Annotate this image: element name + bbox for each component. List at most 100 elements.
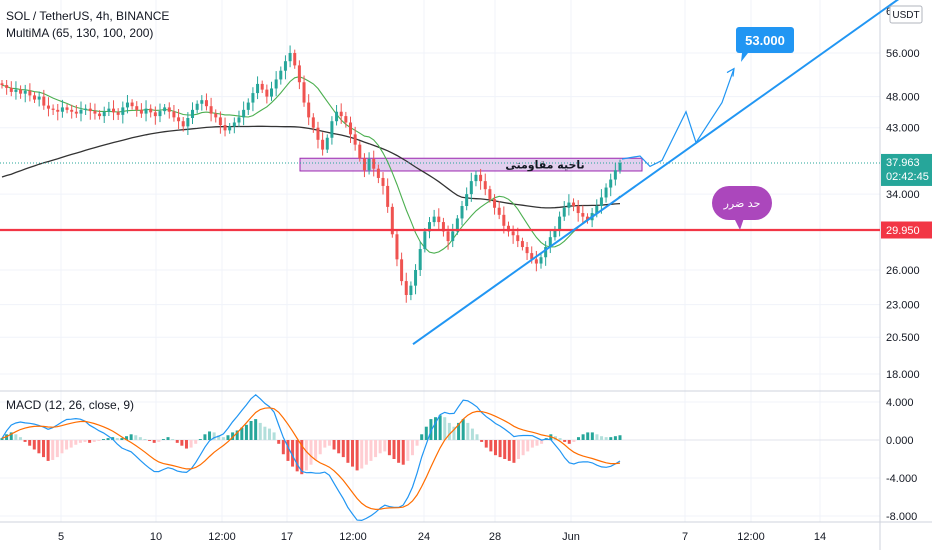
candle-body: [270, 88, 274, 97]
candle-body: [474, 174, 478, 182]
candle-body: [353, 134, 357, 145]
candle-body: [609, 179, 613, 188]
candle-body: [432, 216, 436, 223]
macd-histogram-bar: [281, 440, 285, 455]
macd-histogram: [0, 415, 622, 475]
macd-legend[interactable]: MACD (12, 26, close, 9): [6, 398, 135, 412]
moving-average-65: [1, 76, 621, 254]
macd-histogram-bar: [221, 437, 225, 440]
macd-axis-labels: 4.000 0.000 -4.000 -8.000: [886, 397, 917, 523]
macd-histogram-bar: [106, 438, 110, 440]
candle-body: [200, 100, 204, 104]
time-tick-label: 7: [682, 531, 688, 543]
candle-body: [42, 96, 46, 106]
candle-body: [144, 108, 148, 114]
macd-histogram-bar: [83, 440, 87, 442]
currency-badge[interactable]: USDT: [889, 5, 923, 24]
macd-histogram-bar: [78, 440, 82, 443]
candle-body: [404, 281, 408, 296]
macd-histogram-bar: [355, 440, 359, 471]
projection-arrowhead: [726, 67, 735, 77]
macd-histogram-bar: [212, 432, 216, 440]
time-axis-labels: 5 10 12:00 17 12:00 24 28 Jun 7 12:00 14: [58, 531, 826, 543]
candle-body: [344, 116, 348, 123]
candle-body: [479, 174, 483, 182]
macd-histogram-bar: [254, 419, 258, 440]
candle-body: [242, 109, 246, 118]
resistance-zone-label: ناحیه مقاومتی: [505, 159, 584, 172]
macd-histogram-bar: [161, 439, 165, 440]
candle-body: [348, 122, 352, 135]
macd-histogram-bar: [493, 440, 497, 456]
candle-body: [191, 109, 195, 119]
macd-histogram-bar: [351, 440, 355, 467]
candle-body: [60, 107, 64, 112]
time-tick-label: 28: [489, 531, 501, 543]
resistance-zone-box[interactable]: [299, 157, 643, 172]
price-tick-label: 34.000: [886, 189, 920, 201]
macd-histogram-bar: [480, 440, 484, 442]
candle-body: [288, 53, 292, 62]
candle-body: [19, 89, 23, 94]
macd-histogram-bar: [277, 440, 281, 444]
price-tick-label: 43.000: [886, 123, 920, 135]
macd-histogram-bar: [401, 440, 405, 465]
stop-loss-label: حد ضرر: [723, 197, 761, 210]
macd-histogram-bar: [171, 439, 175, 440]
candle-body: [613, 170, 617, 180]
macd-histogram-bar: [576, 437, 580, 440]
macd-histogram-bar: [586, 432, 590, 440]
macd-histogram-bar: [166, 437, 170, 440]
candle-body: [135, 106, 139, 110]
candle-body: [572, 202, 576, 207]
candle-body: [493, 199, 497, 208]
candle-body: [65, 107, 69, 110]
candle-body: [163, 107, 167, 112]
macd-histogram-bar: [503, 440, 507, 459]
stop-loss-bubble-pointer: [734, 218, 744, 230]
stop-loss-bubble[interactable]: حد ضرر: [712, 186, 772, 230]
target-badge[interactable]: 53.000: [736, 27, 794, 62]
macd-histogram-bar: [125, 436, 129, 440]
price-tick-label: 23.000: [886, 300, 920, 312]
macd-histogram-bar: [208, 431, 212, 440]
candle-body: [130, 102, 134, 107]
chart-symbol-title[interactable]: SOL / TetherUS, 4h, BINANCE: [6, 9, 170, 23]
macd-histogram-bar: [447, 422, 451, 440]
candle-body: [79, 109, 83, 114]
macd-histogram-bar: [530, 440, 534, 448]
projected-price-path: [621, 68, 735, 168]
candle-body: [451, 231, 455, 242]
macd-histogram-bar: [443, 417, 447, 440]
candlestick-series: [0, 45, 622, 303]
macd-histogram-bar: [383, 440, 387, 452]
macd-histogram-bar: [424, 426, 428, 440]
candle-body: [246, 102, 250, 110]
candle-body: [488, 189, 492, 200]
macd-histogram-bar: [203, 434, 207, 440]
macd-tick-label: 0.000: [886, 435, 914, 447]
candle-body: [102, 111, 106, 117]
macd-histogram-bar: [613, 436, 617, 440]
candle-body: [325, 137, 329, 150]
candle-body: [256, 83, 260, 94]
macd-histogram-bar: [304, 440, 308, 471]
resistance-zone[interactable]: ناحیه مقاومتی: [299, 157, 643, 172]
macd-histogram-bar: [434, 417, 438, 440]
support-price-badge-box: [881, 221, 932, 239]
candle-body: [149, 108, 153, 113]
indicator-legend[interactable]: MultiMA (65, 130, 100, 200): [6, 26, 154, 40]
price-tick-label: 48.000: [886, 92, 920, 104]
candle-body: [604, 187, 608, 198]
candle-body: [51, 108, 55, 110]
macd-histogram-bar: [360, 440, 364, 469]
time-tick-label: 17: [281, 531, 293, 543]
ascending-trendline[interactable]: [412, 0, 900, 346]
macd-histogram-bar: [291, 440, 295, 467]
macd-histogram-bar: [46, 440, 50, 461]
target-badge-pointer: [741, 53, 748, 62]
candle-body: [14, 89, 18, 92]
macd-histogram-bar: [484, 440, 488, 448]
